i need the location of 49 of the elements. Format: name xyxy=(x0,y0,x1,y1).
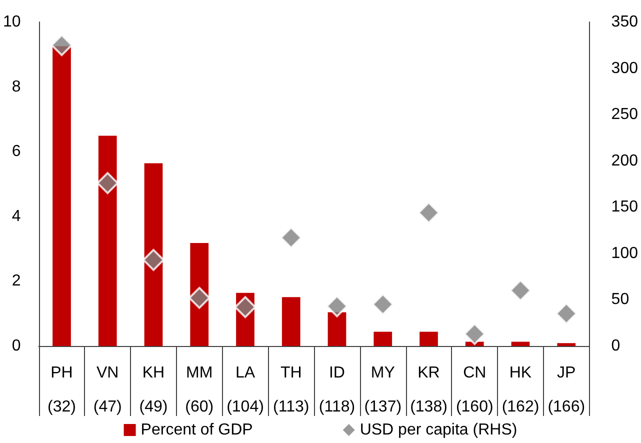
bar xyxy=(282,297,300,346)
point xyxy=(280,226,302,249)
y-tick-label: 2 xyxy=(12,272,21,290)
bar xyxy=(144,163,163,346)
x-tick-label: ID (118) xyxy=(318,364,356,416)
point xyxy=(142,248,164,271)
y2-tick-label: 200 xyxy=(611,152,638,170)
y-tick-label: 0 xyxy=(12,338,21,354)
x-tick-label: PH (32) xyxy=(48,364,76,416)
x-tick-label: MM (60) xyxy=(185,364,214,416)
x-tick-label: KH (49) xyxy=(139,364,168,416)
y2-tick-label: 250 xyxy=(611,106,638,124)
point xyxy=(372,293,394,316)
x-tick-label: TH (113) xyxy=(273,364,310,416)
legend-label: Percent of GDP xyxy=(140,422,253,438)
bar xyxy=(557,343,576,346)
point xyxy=(326,295,348,318)
x-tick-label: MY (137) xyxy=(364,364,402,416)
y2-tick-label: 50 xyxy=(611,291,630,308)
point xyxy=(464,322,486,345)
bar xyxy=(374,332,392,346)
point xyxy=(509,279,532,302)
x-tick-label: KR (138) xyxy=(410,364,448,416)
x-tick-label: JP (166) xyxy=(548,364,586,416)
x-tick-label: CN (160) xyxy=(456,364,494,416)
y-tick-label: 8 xyxy=(12,78,21,96)
bar xyxy=(328,312,346,346)
bar xyxy=(98,136,117,346)
point xyxy=(50,34,73,56)
y2-tick-label: 150 xyxy=(611,198,638,216)
point xyxy=(234,296,256,318)
point xyxy=(96,172,119,194)
point xyxy=(418,202,440,224)
x-tick-label: LA (104) xyxy=(226,364,264,416)
point xyxy=(555,302,578,325)
bar xyxy=(420,332,438,346)
point xyxy=(188,286,210,309)
bar xyxy=(52,46,71,346)
y2-tick-label: 0 xyxy=(611,338,620,354)
y-tick-label: 4 xyxy=(12,208,21,225)
y2-tick-label: 350 xyxy=(611,14,638,30)
y-tick-label: 10 xyxy=(3,14,21,30)
bar xyxy=(511,342,530,346)
x-tick-label: HK (162) xyxy=(502,364,540,416)
x-tick-label: VN (47) xyxy=(93,364,122,416)
legend-label: USD per capita (RHS) xyxy=(360,422,518,438)
y2-tick-label: 300 xyxy=(611,60,638,77)
y-tick-label: 6 xyxy=(12,143,21,160)
y2-tick-label: 100 xyxy=(611,244,638,262)
